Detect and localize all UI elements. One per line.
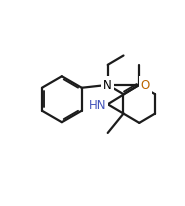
Text: N: N xyxy=(103,79,112,92)
Text: HN: HN xyxy=(89,98,106,111)
Text: O: O xyxy=(141,79,150,92)
